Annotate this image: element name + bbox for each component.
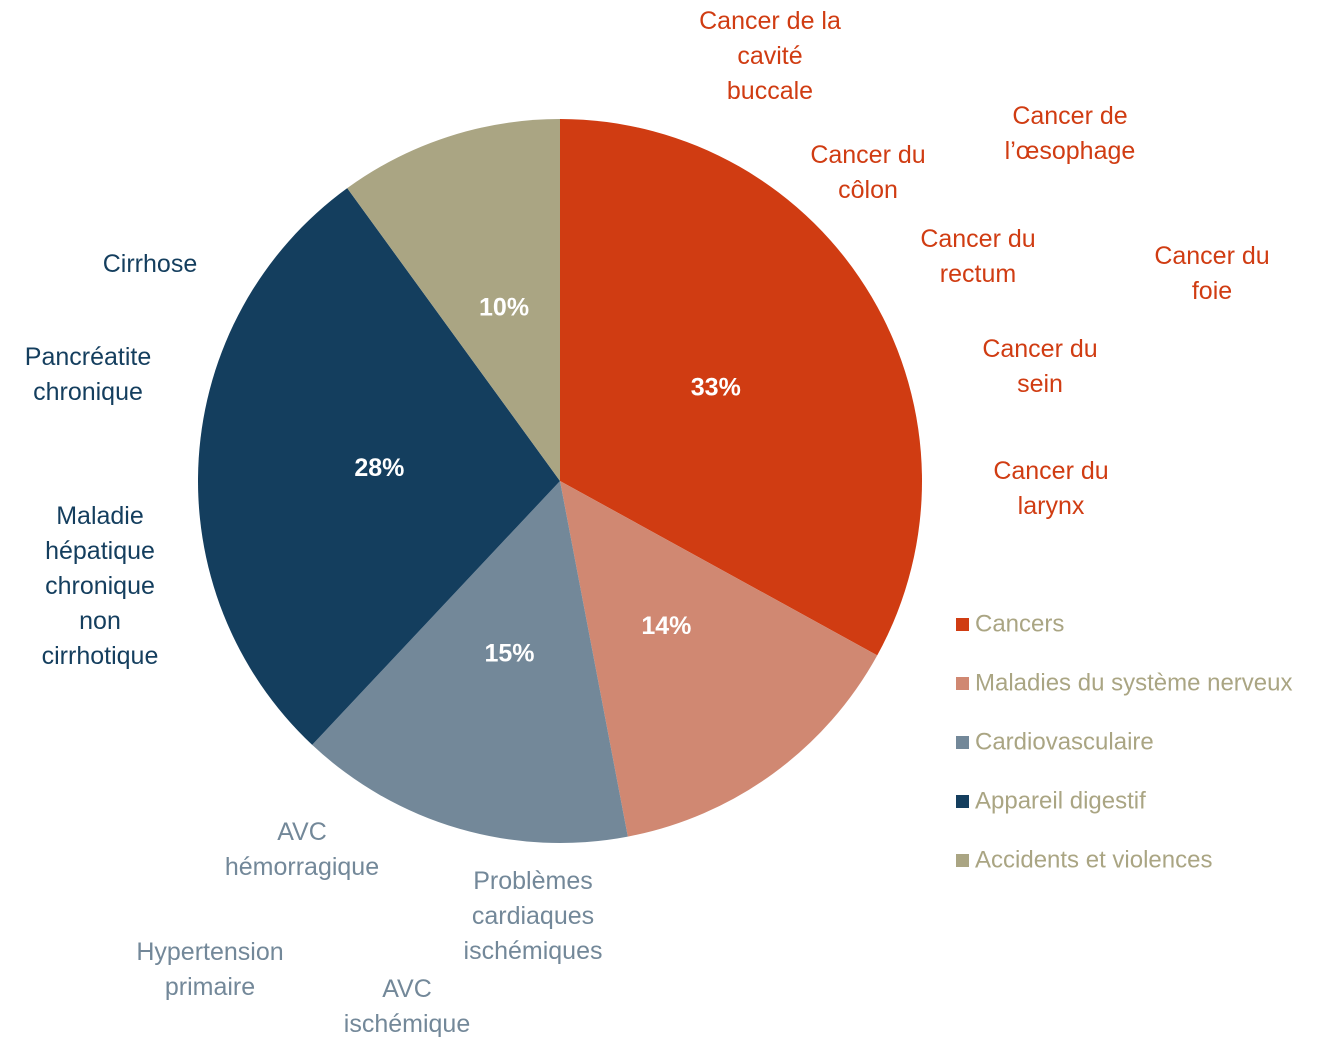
annotation: Cancer du côlon [810,141,925,204]
legend-swatch [956,736,969,749]
legend-swatch [956,795,969,808]
slice-label: 15% [484,639,534,667]
pie-slice [560,481,878,837]
legend-swatch [956,618,969,631]
pie-slice [560,119,923,656]
annotation: Cancer du sein [982,335,1097,398]
annotation: Cancer du foie [1154,242,1269,305]
pie-slice [197,188,560,745]
annotation: Pancréatite chronique [25,343,151,406]
slice-label: 10% [479,293,529,321]
annotation: Hypertension primaire [136,938,283,1001]
legend-swatch [956,854,969,867]
legend-label: Maladies du système nerveux [975,669,1292,696]
slice-label: 33% [691,373,741,401]
annotation: Cancer de l’œsophage [1005,102,1136,165]
legend-label: Accidents et violences [975,846,1212,873]
annotation: Cancer de la cavité buccale [699,7,841,105]
annotation: Maladie hépatique chronique non cirrhotique [42,502,159,670]
annotation: Cancer du rectum [920,225,1035,288]
legend-label: Cancers [975,610,1064,637]
slice-label: 14% [641,612,691,640]
slice-label: 28% [354,454,404,482]
annotation: Problèmes cardiaques ischémiques [464,867,603,965]
pie-slice [347,119,560,481]
annotation: AVC hémorragique [225,818,379,881]
legend-label: Appareil digestif [975,787,1146,814]
annotation: Cancer du larynx [993,457,1108,520]
legend-label: Cardiovasculaire [975,728,1154,755]
annotation: Cirrhose [103,250,197,278]
pie-slice [312,481,628,843]
legend-swatch [956,677,969,690]
annotation: AVC ischémique [344,975,470,1038]
